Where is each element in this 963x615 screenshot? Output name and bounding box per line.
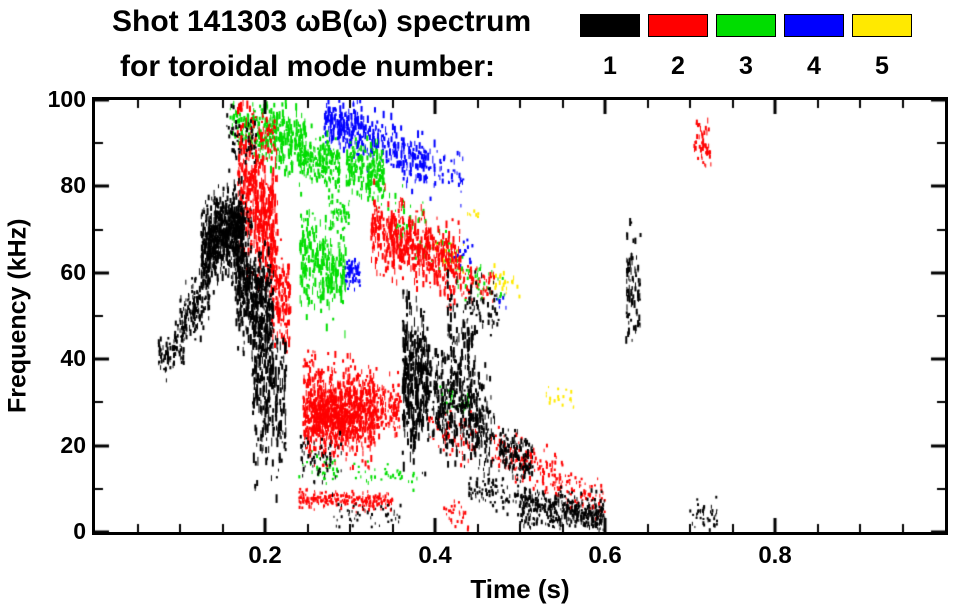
- legend-swatch-n2: [648, 14, 708, 37]
- y-tick-label-60: 60: [60, 258, 86, 285]
- y-axis-label: Frequency (kHz): [3, 218, 32, 414]
- chart-title: Shot 141303 ωB(ω) spectrum: [112, 5, 532, 38]
- legend-label-n4: 4: [807, 52, 821, 80]
- legend-label-n1: 1: [603, 52, 617, 80]
- chart-subtitle: for toroidal mode number:: [120, 50, 495, 83]
- y-tick-label-80: 80: [60, 172, 86, 199]
- x-axis-label: Time (s): [470, 574, 570, 604]
- legend-swatch-n3: [716, 14, 776, 37]
- legend-mode-numbers: 1 2 3 4 5: [580, 52, 912, 81]
- legend-label-n5: 5: [875, 52, 889, 80]
- x-tick-label-0.6: 0.6: [588, 542, 622, 569]
- legend-swatches: [580, 14, 912, 37]
- spectrum-canvas: [95, 100, 945, 532]
- legend-label-n3: 3: [739, 52, 753, 80]
- y-tick-label-0: 0: [73, 518, 86, 544]
- legend-label-n2: 2: [671, 52, 685, 80]
- legend-swatch-n1: [580, 14, 640, 37]
- x-tick-label-0.2: 0.2: [248, 542, 282, 569]
- y-tick-label-40: 40: [60, 345, 86, 372]
- x-tick-label-0.4: 0.4: [418, 542, 452, 569]
- plot-area: [92, 97, 948, 535]
- y-tick-label-20: 20: [60, 431, 86, 458]
- x-tick-label-0.8: 0.8: [758, 542, 792, 569]
- y-tick-label-100: 100: [47, 86, 86, 112]
- legend-swatch-n4: [784, 14, 844, 37]
- legend-swatch-n5: [852, 14, 912, 37]
